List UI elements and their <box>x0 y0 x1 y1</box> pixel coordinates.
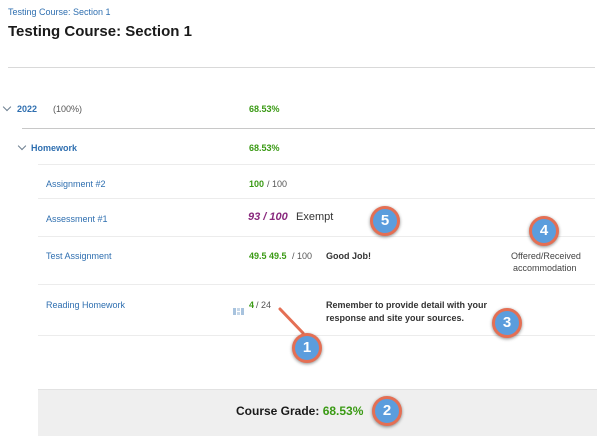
grade-comment: Good Job! <box>326 251 371 261</box>
callout-badge: 5 <box>370 206 400 236</box>
assignment-max: / 100 <box>267 179 288 189</box>
assignment-link[interactable]: Assignment #2 <box>46 179 106 189</box>
assignment-score: 100 <box>249 179 265 189</box>
accommodation-note: accommodation <box>513 263 577 273</box>
exempt-status: Exempt <box>296 211 334 223</box>
assignment-link[interactable]: Test Assignment <box>46 251 112 261</box>
row-divider <box>38 284 595 285</box>
grid-icon <box>233 302 244 315</box>
course-grade-value: 68.53% <box>322 404 364 418</box>
category-grade: 68.53% <box>249 143 280 153</box>
grade-comment: Remember to provide detail with your <box>326 300 488 310</box>
accommodation-note: Offered/Received <box>511 251 581 261</box>
row-divider <box>38 198 595 199</box>
breadcrumb[interactable]: Testing Course: Section 1 <box>8 7 111 17</box>
assignment-max: / 100 <box>292 251 313 261</box>
row-divider <box>38 164 595 165</box>
course-grade: Course Grade: 68.53% <box>236 404 363 418</box>
page-title: Testing Course: Section 1 <box>8 23 192 40</box>
exempt-score: 93 / 100 <box>248 211 288 223</box>
period-weight: (100%) <box>53 104 83 114</box>
category-name[interactable]: Homework <box>31 143 78 153</box>
callout-badge: 1 <box>292 333 322 363</box>
callout-badge: 3 <box>492 308 522 338</box>
grade-comment: response and site your sources. <box>326 313 465 323</box>
header-divider <box>8 67 595 68</box>
course-grade-label: Course Grade: <box>236 404 320 418</box>
assignment-score: 4 <box>249 300 255 310</box>
callout-badge: 2 <box>372 396 402 426</box>
assignment-link[interactable]: Reading Homework <box>46 300 126 310</box>
assignment-link[interactable]: Assessment #1 <box>46 214 108 224</box>
period-name[interactable]: 2022 <box>17 104 38 114</box>
row-divider <box>38 236 595 237</box>
assignment-score: 49.5 49.5 <box>249 251 287 261</box>
row-divider <box>22 128 595 129</box>
chevron-down-icon[interactable] <box>2 102 12 112</box>
callout-badge: 4 <box>529 216 559 246</box>
assignment-max: / 24 <box>256 300 272 310</box>
chevron-down-icon[interactable] <box>17 141 27 151</box>
period-grade: 68.53% <box>249 104 280 114</box>
course-grade-box <box>38 389 597 436</box>
